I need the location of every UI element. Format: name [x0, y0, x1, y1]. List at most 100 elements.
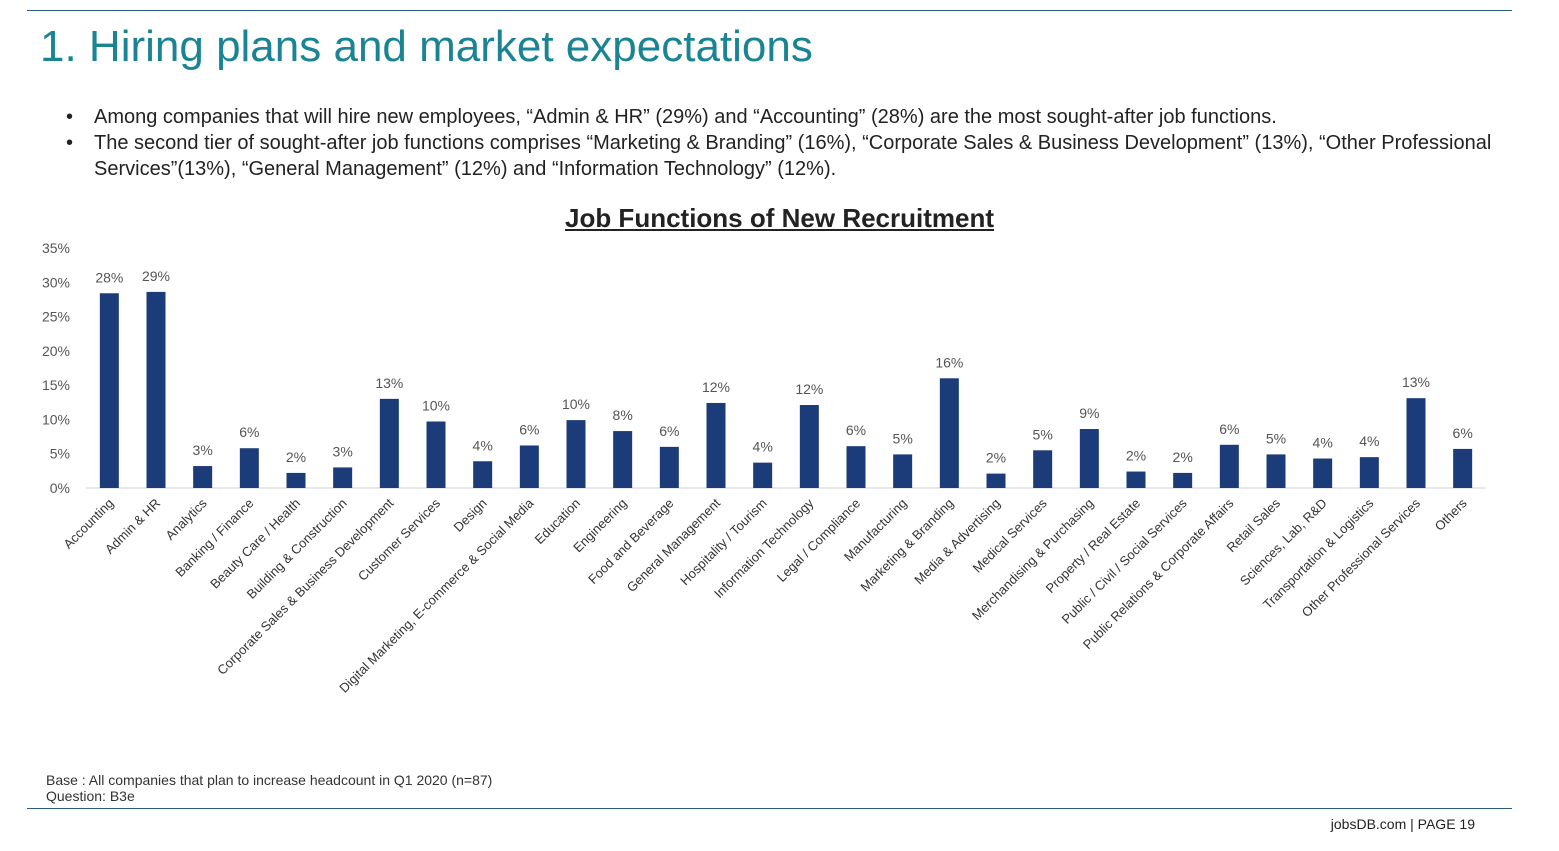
bar [1359, 457, 1379, 488]
x-tick-label: Marketing & Branding [857, 496, 956, 595]
footnote: Base : All companies that plan to increa… [46, 772, 492, 804]
data-label: 12% [795, 381, 823, 397]
footer-brand: jobsDB.com [1330, 816, 1407, 832]
data-label: 6% [1219, 421, 1239, 437]
data-label: 6% [519, 421, 539, 437]
bar [1126, 471, 1146, 488]
chart-title-wrap: Job Functions of New Recruitment [0, 203, 1559, 234]
x-tick-label: Media & Advertising [911, 496, 1003, 588]
data-label: 10% [562, 396, 590, 412]
page-title: 1. Hiring plans and market expectations [40, 22, 813, 71]
bar [1219, 444, 1239, 488]
data-label: 12% [702, 379, 730, 395]
bar [799, 405, 819, 488]
data-label: 4% [753, 439, 773, 455]
data-label: 6% [846, 422, 866, 438]
data-label: 8% [613, 407, 633, 423]
bar [1453, 448, 1473, 488]
x-tick-label: Legal / Compliance [774, 496, 863, 585]
bar [659, 446, 679, 488]
y-tick-label: 10% [42, 411, 70, 427]
x-tick-label: Others [1432, 495, 1471, 534]
bullet-text: The second tier of sought-after job func… [94, 132, 1492, 180]
x-tick-label: Sciences, Lab, R&D [1237, 496, 1330, 589]
data-label: 9% [1079, 405, 1099, 421]
x-tick-label: Hospitality / Tourism [677, 496, 770, 589]
data-label: 28% [95, 269, 123, 285]
data-label: 29% [142, 268, 170, 284]
bar [146, 291, 166, 488]
bar [893, 454, 913, 488]
question-note: Question: B3e [46, 788, 135, 804]
data-label: 6% [1453, 425, 1473, 441]
bar-chart: 0%5%10%15%20%25%30%35%28%Accounting29%Ad… [42, 240, 1486, 696]
bar [566, 420, 586, 488]
bar [939, 378, 959, 488]
bar [239, 448, 259, 488]
data-label: 16% [935, 354, 963, 370]
y-tick-label: 0% [50, 480, 70, 496]
data-label: 2% [1126, 448, 1146, 464]
x-tick-label: Corporate Sales & Business Development [214, 495, 397, 678]
footer-separator: | [1410, 816, 1414, 832]
x-tick-label: Banking / Finance [172, 496, 256, 580]
data-label: 4% [1313, 435, 1333, 451]
bar [333, 467, 353, 488]
bullet-2: • The second tier of sought-after job fu… [66, 130, 1506, 182]
data-label: 2% [1173, 449, 1193, 465]
bar [1266, 454, 1286, 488]
bar [986, 473, 1006, 488]
data-label: 5% [893, 430, 913, 446]
x-tick-label: Beauty Care / Health [207, 496, 303, 592]
data-label: 4% [473, 437, 493, 453]
bullet-marker: • [66, 106, 74, 128]
bar [706, 402, 726, 488]
data-label: 10% [422, 397, 450, 413]
data-label: 13% [375, 375, 403, 391]
x-tick-label: Customer Services [355, 495, 444, 584]
bar [286, 472, 306, 488]
chart-title: Job Functions of New Recruitment [564, 203, 995, 233]
bullet-1: • Among companies that will hire new emp… [66, 104, 1506, 130]
top-rule [27, 10, 1512, 11]
bar [613, 431, 633, 488]
bar [1313, 458, 1333, 488]
bar [426, 421, 446, 488]
y-tick-label: 20% [42, 343, 70, 359]
bar [379, 398, 399, 488]
y-tick-label: 5% [50, 446, 70, 462]
x-tick-label: Design [451, 496, 490, 535]
data-label: 2% [986, 450, 1006, 466]
bar [753, 462, 773, 488]
data-label: 3% [193, 442, 213, 458]
bar [1033, 450, 1053, 488]
page-footer: jobsDB.com | PAGE 19 [1331, 816, 1475, 832]
bar [1173, 472, 1193, 488]
x-tick-label: Analytics [162, 495, 210, 543]
data-label: 13% [1402, 374, 1430, 390]
data-label: 5% [1033, 426, 1053, 442]
bullet-marker: • [66, 132, 74, 154]
bar [846, 446, 866, 488]
x-tick-label: Food and Beverage [585, 496, 676, 587]
data-label: 5% [1266, 430, 1286, 446]
data-label: 2% [286, 449, 306, 465]
data-label: 4% [1359, 433, 1379, 449]
y-tick-label: 25% [42, 309, 70, 325]
bar [1406, 398, 1426, 488]
data-label: 3% [333, 443, 353, 459]
bar [193, 466, 213, 488]
bar [99, 293, 119, 488]
bullet-text: Among companies that will hire new emplo… [94, 106, 1277, 128]
summary-bullets: • Among companies that will hire new emp… [66, 104, 1506, 182]
bottom-rule [27, 808, 1512, 809]
base-note: Base : All companies that plan to increa… [46, 772, 493, 788]
bar [1079, 429, 1099, 488]
page-number: PAGE 19 [1417, 816, 1475, 832]
y-tick-label: 35% [42, 240, 70, 256]
y-tick-label: 15% [42, 377, 70, 393]
data-label: 6% [659, 423, 679, 439]
y-tick-label: 30% [42, 274, 70, 290]
data-label: 6% [239, 424, 259, 440]
bar [519, 445, 539, 488]
